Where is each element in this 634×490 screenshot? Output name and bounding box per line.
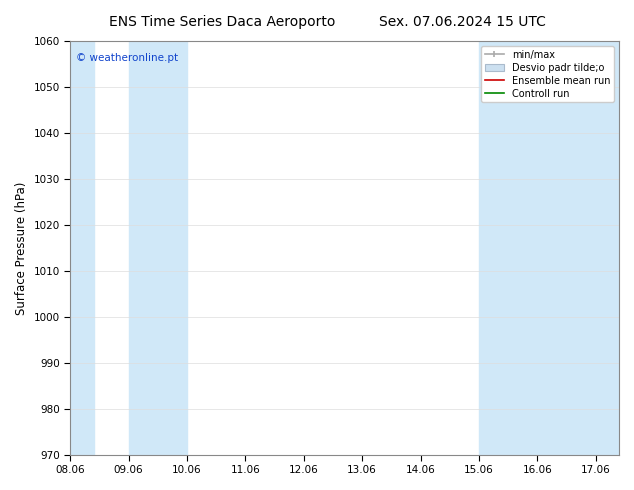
Legend: min/max, Desvio padr tilde;o, Ensemble mean run, Controll run: min/max, Desvio padr tilde;o, Ensemble m… <box>481 46 614 102</box>
Text: Sex. 07.06.2024 15 UTC: Sex. 07.06.2024 15 UTC <box>379 15 547 29</box>
Bar <box>537 41 596 455</box>
Text: ENS Time Series Daca Aeroporto: ENS Time Series Daca Aeroporto <box>108 15 335 29</box>
Text: © weatheronline.pt: © weatheronline.pt <box>75 53 178 64</box>
Bar <box>479 41 537 455</box>
Bar <box>70 41 94 455</box>
Y-axis label: Surface Pressure (hPa): Surface Pressure (hPa) <box>15 181 28 315</box>
Bar <box>596 41 619 455</box>
Bar <box>129 41 187 455</box>
